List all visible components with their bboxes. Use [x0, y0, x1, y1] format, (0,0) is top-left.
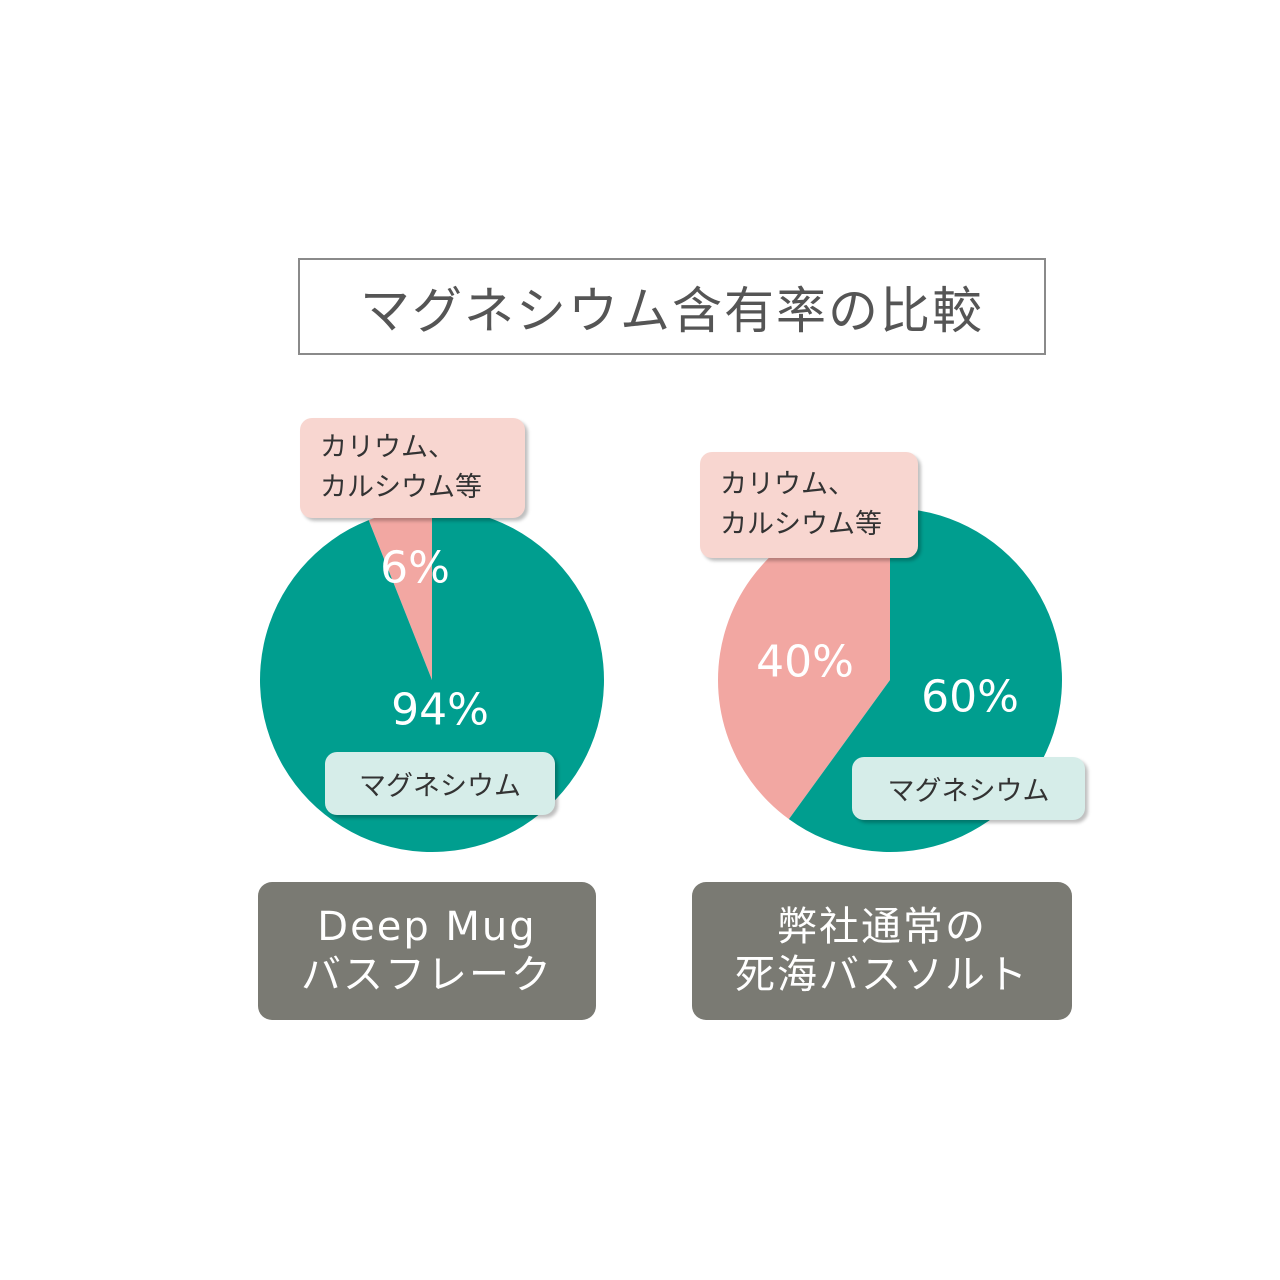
chart-caption: 弊社通常の 死海バスソルト [692, 882, 1072, 1020]
value-label: 94% [391, 684, 489, 736]
pie-slice [717, 508, 890, 820]
chart-caption: Deep Mug バスフレーク [258, 882, 596, 1020]
legend-label: カリウム、 カルシウム等 [300, 418, 525, 518]
legend-label: カリウム、 カルシウム等 [700, 452, 918, 558]
value-label: 6% [380, 542, 450, 594]
pie-slice [368, 508, 432, 680]
legend-label: マグネシウム [852, 757, 1085, 820]
value-label: 60% [921, 671, 1019, 723]
legend-label: マグネシウム [325, 752, 555, 815]
chart-title: マグネシウム含有率の比較 [298, 258, 1046, 355]
value-label: 40% [756, 636, 854, 688]
